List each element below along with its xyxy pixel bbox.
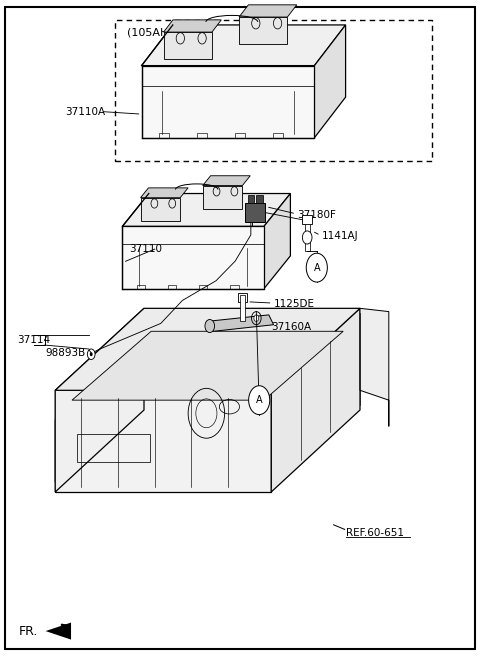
Circle shape [302, 231, 312, 244]
Polygon shape [122, 194, 290, 226]
Bar [197, 133, 207, 138]
Polygon shape [55, 390, 271, 492]
Bar [199, 285, 207, 289]
Bar [302, 215, 312, 224]
Polygon shape [264, 194, 290, 289]
Polygon shape [55, 308, 360, 390]
Polygon shape [203, 176, 250, 186]
Polygon shape [271, 308, 360, 492]
Bar [235, 133, 245, 138]
Bar [256, 195, 263, 203]
Bar [305, 224, 310, 251]
Polygon shape [72, 331, 343, 400]
Text: A: A [313, 262, 320, 273]
Text: A: A [256, 395, 263, 405]
Text: 37160A: 37160A [271, 321, 312, 332]
Polygon shape [122, 226, 264, 289]
Bar [230, 285, 239, 289]
Polygon shape [314, 25, 346, 138]
Circle shape [254, 315, 259, 321]
Circle shape [205, 319, 215, 333]
Circle shape [87, 349, 95, 359]
Text: 37114: 37114 [17, 335, 50, 345]
Text: 1125DE: 1125DE [274, 299, 314, 310]
Bar [77, 434, 150, 462]
Text: (105AH): (105AH) [127, 28, 173, 37]
Polygon shape [206, 315, 274, 331]
Bar [248, 195, 254, 203]
Bar [136, 285, 145, 289]
Bar [159, 133, 169, 138]
Polygon shape [164, 32, 212, 60]
Polygon shape [360, 308, 389, 426]
Polygon shape [239, 17, 288, 45]
Text: 37110A: 37110A [65, 106, 105, 117]
Bar [240, 295, 245, 321]
Polygon shape [142, 66, 314, 138]
Circle shape [249, 386, 270, 415]
Polygon shape [55, 397, 96, 482]
Polygon shape [141, 197, 180, 222]
Circle shape [306, 253, 327, 282]
Text: 37180F: 37180F [298, 210, 336, 220]
Bar [245, 203, 265, 222]
Polygon shape [142, 25, 346, 66]
Polygon shape [46, 623, 71, 640]
Text: REF.60-651: REF.60-651 [346, 527, 404, 538]
Bar [273, 133, 283, 138]
Circle shape [90, 352, 93, 356]
Text: 1141AJ: 1141AJ [322, 231, 358, 241]
Text: 37110: 37110 [130, 244, 163, 255]
Text: FR.: FR. [19, 625, 38, 638]
Polygon shape [55, 308, 144, 492]
Polygon shape [203, 186, 242, 209]
Polygon shape [141, 188, 188, 197]
Bar [115, 20, 432, 161]
Polygon shape [239, 5, 297, 17]
Bar [168, 285, 176, 289]
Text: 98893B: 98893B [46, 348, 86, 358]
Bar [238, 293, 247, 302]
Polygon shape [164, 20, 221, 32]
